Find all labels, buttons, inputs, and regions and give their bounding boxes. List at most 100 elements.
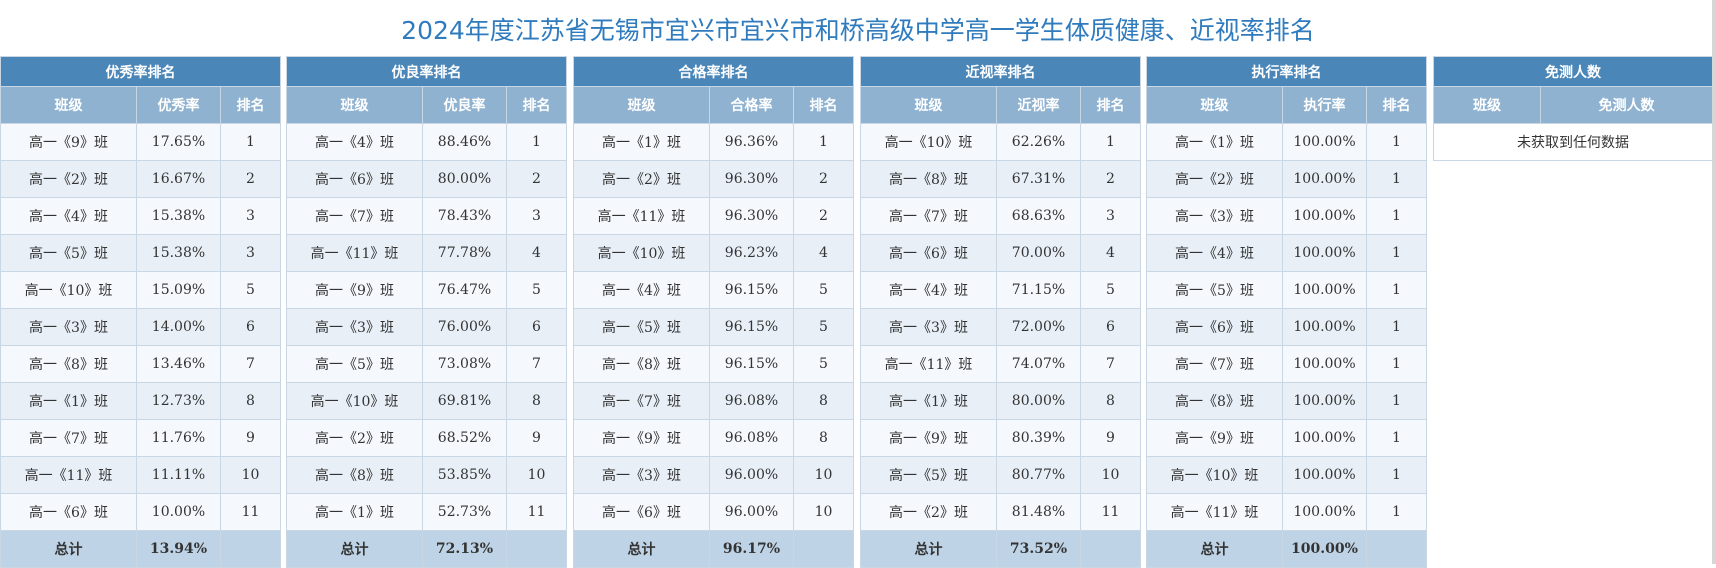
- page-title: 2024年度江苏省无锡市宜兴市宜兴市和桥高级中学高一学生体质健康、近视率排名: [401, 16, 1315, 45]
- column-header: 班级: [860, 86, 997, 124]
- exempt-table: 免测人数 班级 免测人数 未获取到任何数据: [1433, 56, 1713, 161]
- table-cell: 11: [1079, 493, 1142, 531]
- table-row: 高一《2》班 81.48% 11: [860, 493, 1142, 531]
- table-cell: 高一《3》班: [286, 308, 423, 346]
- table-row: 高一《2》班 68.52% 9: [286, 419, 568, 457]
- total-cell: 总计: [860, 530, 997, 568]
- table-cell: 100.00%: [1282, 456, 1367, 494]
- table-cell: 高一《10》班: [286, 382, 423, 420]
- table-cell: 高一《9》班: [286, 271, 423, 309]
- table-row: 高一《1》班 80.00% 8: [860, 382, 1142, 420]
- column-header-exempt-count: 免测人数: [1540, 86, 1713, 124]
- table-cell: 96.15%: [709, 345, 794, 383]
- table-cell: 1: [1365, 160, 1428, 198]
- table-row: 高一《5》班 100.00% 1: [1146, 271, 1428, 309]
- table-cell: 10: [219, 456, 282, 494]
- total-cell: 总计: [0, 530, 137, 568]
- table-cell: 100.00%: [1282, 197, 1367, 235]
- table-row: 高一《7》班 11.76% 9: [0, 419, 282, 457]
- table-row: 高一《7》班 96.08% 8: [573, 382, 855, 420]
- table-cell: 80.00%: [996, 382, 1081, 420]
- total-cell: [1365, 530, 1428, 568]
- column-header: 排名: [792, 86, 855, 124]
- table-row: 高一《8》班 100.00% 1: [1146, 382, 1428, 420]
- table-cell: 1: [1365, 271, 1428, 309]
- table-cell: 96.30%: [709, 160, 794, 198]
- table-cell: 高一《4》班: [286, 123, 423, 161]
- table-row: 高一《8》班 96.15% 5: [573, 345, 855, 383]
- table-cell: 高一《4》班: [860, 271, 997, 309]
- table-cell: 62.26%: [996, 123, 1081, 161]
- column-header: 班级: [573, 86, 710, 124]
- table-cell: 76.47%: [422, 271, 507, 309]
- total-cell: [1079, 530, 1142, 568]
- table-row: 高一《7》班 100.00% 1: [1146, 345, 1428, 383]
- total-cell: [792, 530, 855, 568]
- table-cell: 高一《2》班: [860, 493, 997, 531]
- column-header: 执行率: [1282, 86, 1367, 124]
- table-cell: 11: [219, 493, 282, 531]
- table-cell: 71.15%: [996, 271, 1081, 309]
- total-cell: [505, 530, 568, 568]
- table-cell: 高一《11》班: [573, 197, 710, 235]
- table-cell: 高一《3》班: [1146, 197, 1283, 235]
- column-header: 排名: [219, 86, 282, 124]
- table-cell: 高一《7》班: [1146, 345, 1283, 383]
- table-cell: 16.67%: [136, 160, 221, 198]
- total-row: 总计 72.13%: [286, 530, 568, 568]
- table-cell: 15.38%: [136, 197, 221, 235]
- table-row: 高一《4》班 15.38% 3: [0, 197, 282, 235]
- total-cell: 总计: [573, 530, 710, 568]
- column-header: 班级: [0, 86, 137, 124]
- total-cell: [219, 530, 282, 568]
- table-cell: 100.00%: [1282, 271, 1367, 309]
- table-cell: 14.00%: [136, 308, 221, 346]
- table-cell: 高一《6》班: [286, 160, 423, 198]
- table-row: 高一《3》班 96.00% 10: [573, 456, 855, 494]
- table-cell: 高一《9》班: [860, 419, 997, 457]
- table-cell: 高一《8》班: [286, 456, 423, 494]
- excellent-rate-table: 优秀率排名 班级 优秀率 排名 高一《9》班 17.65% 1 高一《2》班 16.67% 2 高一…: [0, 56, 282, 568]
- table-row: 高一《9》班 96.08% 8: [573, 419, 855, 457]
- table-cell: 96.23%: [709, 234, 794, 272]
- table-cell: 5: [1079, 271, 1142, 309]
- table-cell: 100.00%: [1282, 345, 1367, 383]
- table-cell: 4: [792, 234, 855, 272]
- table-row: 高一《5》班 73.08% 7: [286, 345, 568, 383]
- vertical-scrollbar[interactable]: [1712, 0, 1716, 564]
- table-row: 高一《11》班 77.78% 4: [286, 234, 568, 272]
- table-row: 高一《1》班 52.73% 11: [286, 493, 568, 531]
- table-cell: 1: [1365, 456, 1428, 494]
- table-cell: 9: [219, 419, 282, 457]
- table-cell: 73.08%: [422, 345, 507, 383]
- table-cell: 2: [219, 160, 282, 198]
- table-cell: 96.30%: [709, 197, 794, 235]
- table-cell: 1: [792, 123, 855, 161]
- table-row: 高一《8》班 67.31% 2: [860, 160, 1142, 198]
- table-cell: 10: [792, 456, 855, 494]
- total-row: 总计 100.00%: [1146, 530, 1428, 568]
- panel-heading: 优秀率排名: [0, 56, 282, 87]
- table-row: 高一《10》班 62.26% 1: [860, 123, 1142, 161]
- table-row: 高一《2》班 100.00% 1: [1146, 160, 1428, 198]
- table-cell: 5: [792, 345, 855, 383]
- table-cell: 高一《7》班: [0, 419, 137, 457]
- table-cell: 7: [219, 345, 282, 383]
- table-cell: 10.00%: [136, 493, 221, 531]
- table-cell: 高一《7》班: [573, 382, 710, 420]
- table-cell: 3: [219, 197, 282, 235]
- table-cell: 高一《4》班: [573, 271, 710, 309]
- table-cell: 高一《8》班: [573, 345, 710, 383]
- table-row: 高一《11》班 100.00% 1: [1146, 493, 1428, 531]
- table-cell: 1: [1365, 234, 1428, 272]
- table-cell: 80.39%: [996, 419, 1081, 457]
- table-cell: 6: [505, 308, 568, 346]
- table-cell: 7: [1079, 345, 1142, 383]
- table-cell: 76.00%: [422, 308, 507, 346]
- panel-heading: 免测人数: [1433, 56, 1713, 87]
- table-cell: 5: [219, 271, 282, 309]
- table-cell: 高一《10》班: [573, 234, 710, 272]
- table-row: 高一《9》班 100.00% 1: [1146, 419, 1428, 457]
- panel-heading: 合格率排名: [572, 56, 855, 87]
- table-cell: 高一《5》班: [286, 345, 423, 383]
